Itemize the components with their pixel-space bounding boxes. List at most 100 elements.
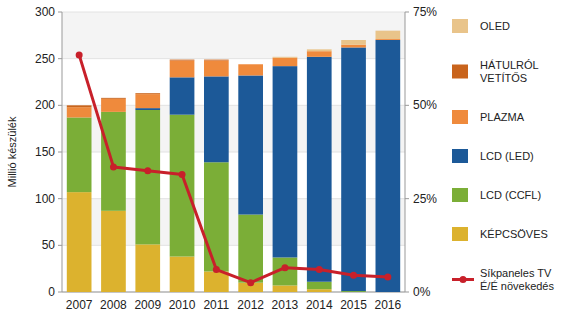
bar-segment	[101, 112, 126, 211]
bar-segment	[101, 211, 126, 292]
tick-mark	[58, 245, 62, 246]
line-marker	[384, 274, 391, 281]
y2-tick-label: 25%	[413, 192, 437, 206]
bar-segment	[307, 289, 332, 292]
bar-segment	[204, 271, 229, 292]
y2-tick-label: 50%	[413, 98, 437, 112]
line-marker	[110, 163, 117, 170]
plot-data	[67, 31, 400, 292]
bar-segment	[307, 51, 332, 57]
tick-mark	[58, 292, 62, 293]
line-marker	[316, 266, 323, 273]
legend-swatch	[452, 65, 468, 79]
x-tick-label: 2007	[66, 298, 93, 312]
bar-segment	[204, 162, 229, 271]
bar-segment	[135, 244, 160, 292]
tick-mark	[58, 12, 62, 13]
tick-mark	[405, 12, 409, 13]
bar-segment	[341, 292, 366, 293]
y2-tick-label: 75%	[413, 5, 437, 19]
x-tick-label: 2010	[169, 298, 196, 312]
chart: 0 50 100 150 200 250 300 0% 25% 50% 75% Millió kész…	[0, 0, 587, 325]
tick-mark	[58, 152, 62, 153]
bar-segment	[135, 94, 160, 108]
tick-mark	[405, 105, 409, 106]
tick-mark	[58, 198, 62, 199]
bar-segment	[170, 59, 195, 60]
line-marker	[144, 167, 151, 174]
x-tick-label: 2013	[272, 298, 299, 312]
bar-segment	[135, 93, 160, 94]
bar-segment	[170, 59, 195, 61]
tick-mark	[405, 198, 409, 199]
line-marker	[281, 264, 288, 271]
bar-segment	[204, 76, 229, 162]
bar-segment	[67, 105, 92, 106]
grid-line	[62, 12, 405, 13]
y2-axis	[405, 12, 406, 292]
y-tick-label: 250	[35, 52, 55, 66]
bar-segment	[238, 64, 263, 65]
legend-label: LCD (CCFL)	[480, 189, 541, 201]
x-tick-label: 2011	[203, 298, 229, 312]
bar-segment	[204, 59, 229, 60]
legend-swatch	[452, 19, 468, 33]
bar-segment	[67, 107, 92, 117]
y-tick-label: 100	[35, 192, 55, 206]
bar-segment	[170, 257, 195, 292]
bar-segment	[307, 49, 332, 51]
legend-swatch	[452, 227, 468, 241]
y-tick-label: 200	[35, 98, 55, 112]
bar-segment	[238, 215, 263, 283]
legend-label: LCD (LED)	[480, 150, 534, 162]
y-tick-label: 150	[35, 145, 55, 159]
x-tick-label: 2012	[237, 298, 264, 312]
bar-segment	[273, 66, 298, 257]
legend-label: OLED	[480, 20, 510, 32]
tick-mark	[405, 292, 409, 293]
y-tick-label: 300	[35, 5, 55, 19]
bar-segment	[273, 57, 298, 58]
y-tick-label: 50	[42, 238, 56, 252]
bar-segment	[238, 75, 263, 214]
legend-label: PLAZMA	[480, 111, 525, 123]
line-marker	[179, 171, 186, 178]
bar-segment	[341, 40, 366, 45]
bar-segment	[341, 45, 366, 48]
x-tick-label: 2015	[340, 298, 367, 312]
legend-swatch	[452, 110, 468, 124]
bar-segment	[67, 192, 92, 292]
y-axis-title: Millió készülék	[6, 116, 18, 187]
legend-label: Síkpaneles TVÉ/É növekedés	[480, 267, 554, 292]
line-marker	[247, 279, 254, 286]
bar-segment	[135, 93, 160, 95]
x-tick-label: 2009	[134, 298, 161, 312]
bar-segment	[170, 77, 195, 114]
bar-segment	[101, 97, 126, 99]
line-marker	[213, 266, 220, 273]
legend-swatch	[452, 149, 468, 163]
x-tick-label: 2008	[100, 298, 127, 312]
x-tick-label: 2016	[374, 298, 401, 312]
legend-swatch	[452, 188, 468, 202]
bar-segment	[67, 117, 92, 192]
bar-segment	[135, 110, 160, 244]
legend-label: KÉPCSÖVES	[480, 228, 548, 240]
x-tick-label: 2014	[306, 298, 333, 312]
bar-segment	[273, 285, 298, 292]
bar-segment	[67, 105, 92, 107]
bar-segment	[273, 58, 298, 66]
bar-segment	[135, 108, 160, 110]
line-series	[79, 55, 388, 283]
bar-segment	[376, 31, 401, 39]
bar-segment	[307, 57, 332, 282]
bar-segment	[170, 61, 195, 78]
y2-tick-label: 0%	[413, 285, 431, 299]
y-tick-label: 0	[48, 285, 55, 299]
bar-segment	[170, 115, 195, 257]
legend-label: HÁTULRÓLVETÍTŐS	[480, 59, 539, 84]
y-axis	[62, 12, 63, 292]
bar-segment	[204, 61, 229, 77]
tick-mark	[58, 58, 62, 59]
bar-segment	[273, 56, 298, 58]
